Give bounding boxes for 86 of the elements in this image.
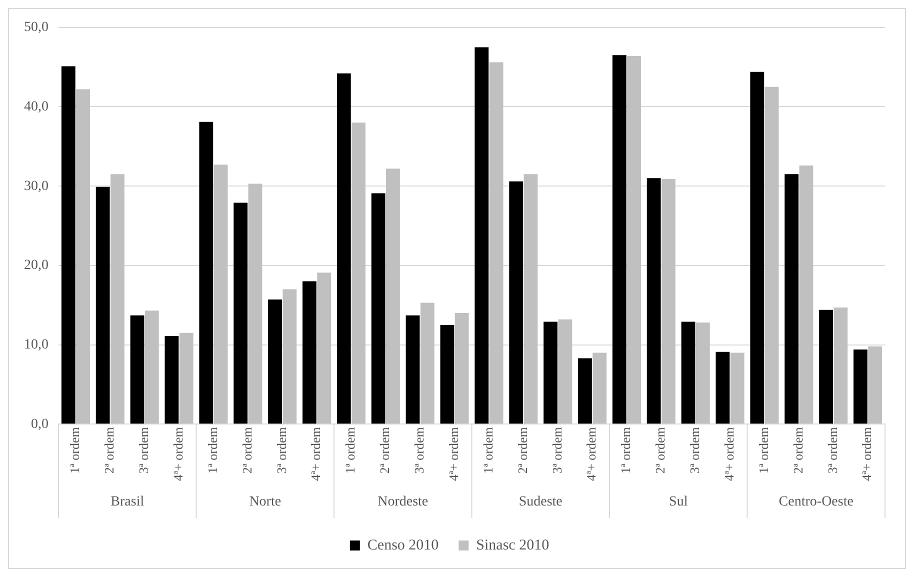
bar xyxy=(234,202,248,424)
x-tick-label: 1ª ordem xyxy=(342,427,358,474)
x-tick-label: 4ª+ ordem xyxy=(446,427,461,482)
y-tick-label: 50,0 xyxy=(24,20,48,36)
bar xyxy=(199,122,214,424)
bar xyxy=(164,336,179,424)
x-tick-label: 2ª ordem xyxy=(652,427,668,474)
text: Nordeste xyxy=(378,494,428,510)
text: Brasil xyxy=(110,494,144,510)
text: Centro-Oeste xyxy=(778,494,854,510)
bar xyxy=(544,322,558,424)
bar xyxy=(317,272,332,424)
x-tick-label: 3ª ordem xyxy=(824,427,840,474)
bar xyxy=(750,72,764,424)
bar xyxy=(509,181,524,424)
bar xyxy=(730,352,744,424)
y-tick-label: 20,0 xyxy=(24,258,48,274)
bar xyxy=(784,174,799,424)
bar xyxy=(352,122,366,424)
y-tick-label: 30,0 xyxy=(24,178,48,194)
bar xyxy=(440,324,454,424)
bar xyxy=(716,352,730,424)
text: Sudeste xyxy=(518,494,562,510)
bar xyxy=(489,62,504,424)
bar xyxy=(179,332,194,424)
bar xyxy=(386,168,400,424)
bar xyxy=(662,178,676,424)
y-tick-label: 40,0 xyxy=(24,99,48,114)
bar xyxy=(420,302,434,424)
bar xyxy=(248,184,262,424)
bar xyxy=(696,322,710,424)
x-tick-label: 4ª+ ordem xyxy=(859,427,874,482)
x-tick-label: 4ª+ ordem xyxy=(308,427,324,482)
x-tick-label: 4ª+ ordem xyxy=(584,427,599,482)
bar xyxy=(524,174,538,424)
bar xyxy=(268,300,282,424)
bar xyxy=(371,193,386,424)
bar xyxy=(282,289,297,424)
x-tick-label: 3ª ordem xyxy=(136,427,152,474)
legend-label: Censo 2010 xyxy=(367,537,439,554)
x-tick-label: 2ª ordem xyxy=(102,427,117,474)
bar xyxy=(819,310,833,424)
bar xyxy=(130,315,144,424)
x-tick-label: 3ª ordem xyxy=(412,427,427,474)
x-tick-label: 1ª ordem xyxy=(480,427,496,474)
y-tick-label: 10,0 xyxy=(24,337,48,352)
bar xyxy=(764,86,779,424)
bar xyxy=(474,47,489,424)
bar xyxy=(558,319,572,424)
bar xyxy=(406,315,420,424)
x-tick-label: 3ª ordem xyxy=(274,427,289,474)
x-tick-label: 4ª+ ordem xyxy=(721,427,736,482)
x-tick-label: 3ª ordem xyxy=(549,427,564,474)
x-tick-label: 2ª ordem xyxy=(790,427,806,474)
bar xyxy=(96,186,110,424)
text: Sul xyxy=(669,494,688,510)
bar xyxy=(454,313,469,424)
bar xyxy=(302,281,316,424)
legend-label: Sinasc 2010 xyxy=(476,537,550,554)
bar xyxy=(144,310,159,424)
x-tick-label: 1ª ordem xyxy=(618,427,634,474)
bar xyxy=(214,164,228,424)
bar xyxy=(76,89,90,424)
bar xyxy=(627,56,641,424)
x-tick-label: 1ª ordem xyxy=(67,427,82,474)
text: Norte xyxy=(249,494,282,510)
bar xyxy=(578,358,592,424)
bar xyxy=(854,350,868,424)
bar xyxy=(592,352,607,424)
x-tick-label: 3ª ordem xyxy=(687,427,702,474)
bar xyxy=(868,346,882,424)
x-tick-label: 1ª ordem xyxy=(756,427,771,474)
x-tick-label: 1ª ordem xyxy=(204,427,220,474)
bar xyxy=(110,174,124,424)
bar xyxy=(612,55,626,424)
bar xyxy=(834,307,848,424)
y-tick-label: 0,0 xyxy=(31,416,48,432)
bar xyxy=(799,165,814,424)
bar xyxy=(681,322,696,424)
x-tick-label: 2ª ordem xyxy=(377,427,392,474)
bar xyxy=(336,73,351,424)
x-tick-label: 2ª ordem xyxy=(239,427,254,474)
x-tick-label: 2ª ordem xyxy=(514,427,530,474)
bar xyxy=(646,178,661,424)
bar xyxy=(61,66,76,424)
x-tick-label: 4ª+ ordem xyxy=(170,427,186,482)
